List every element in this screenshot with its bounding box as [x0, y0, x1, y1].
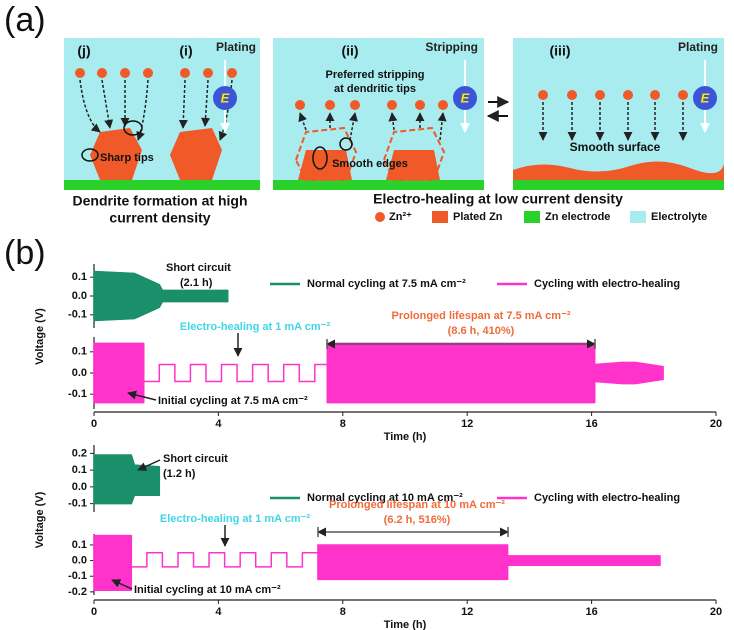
y-tick-label: 0.0: [72, 554, 87, 566]
annotation: Initial cycling at 10 mA cm⁻²: [134, 584, 281, 596]
panel-label: (b): [4, 234, 46, 272]
box-mode: Plating: [216, 40, 256, 54]
panel-label: (a): [4, 1, 46, 39]
legend-label: Cycling with electro-healing: [534, 492, 680, 504]
switch-arrows: [486, 96, 510, 122]
note: Preferred stripping: [325, 69, 424, 81]
annotation: (8.6 h, 410%): [448, 325, 515, 337]
annotation: Electro-healing at 1 mA cm⁻²: [180, 321, 331, 333]
legend-label: Plated Zn: [453, 211, 503, 223]
legend-label: Zn²⁺: [389, 211, 412, 223]
voltage-trace: [93, 270, 229, 322]
legend-a: Zn²⁺ Plated Zn Zn electrode Electrolyte: [375, 211, 707, 223]
field-label: E: [701, 90, 710, 105]
legend-label: Zn electrode: [545, 211, 610, 223]
x-tick-label: 20: [710, 418, 722, 430]
x-tick-label: 8: [340, 606, 346, 618]
y-axis-label: Voltage (V): [34, 491, 46, 548]
box-tag: (i): [179, 43, 192, 59]
arrow: [127, 390, 157, 401]
legend-label: Electrolyte: [651, 211, 707, 223]
box-mode: Stripping: [425, 40, 478, 54]
annotation: Initial cycling at 7.5 mA cm⁻²: [158, 395, 308, 407]
annotation: Electro-healing at 1 mA cm⁻²: [160, 513, 311, 525]
annotation: Prolonged lifespan at 10 mA cm⁻²: [329, 499, 505, 511]
arrow: [137, 459, 161, 471]
y-tick-label: 0.1: [72, 464, 87, 476]
y-tick-label: -0.2: [68, 586, 87, 598]
y-tick-label: -0.1: [68, 388, 87, 400]
annotation: Prolonged lifespan at 7.5 mA cm⁻²: [392, 310, 571, 322]
x-tick-label: 12: [461, 418, 473, 430]
y-tick-label: 0.0: [72, 367, 87, 379]
y-tick-label: 0.1: [72, 346, 87, 358]
note: at dendritic tips: [334, 83, 416, 95]
x-tick-label: 8: [340, 418, 346, 430]
voltage-trace: [93, 454, 161, 505]
note: Sharp tips: [100, 152, 154, 164]
legend-label: Normal cycling at 10 mA cm⁻²: [307, 492, 463, 504]
y-tick-label: 0.1: [72, 539, 87, 551]
x-tick-label: 4: [215, 418, 222, 430]
x-tick-label: 16: [585, 418, 597, 430]
caption: Dendrite formation at high: [73, 193, 248, 209]
annotation: (6.2 h, 516%): [384, 514, 451, 526]
field-label: E: [461, 90, 470, 105]
arrow: [111, 579, 133, 590]
annotation: (2.1 h): [180, 277, 213, 289]
x-tick-label: 12: [461, 606, 473, 618]
annotation: Short circuit: [166, 262, 231, 274]
x-axis-label: Time (h): [384, 431, 427, 443]
x-axis-label: Time (h): [384, 619, 427, 630]
x-tick-label: 4: [215, 606, 222, 618]
y-tick-label: -0.1: [68, 570, 87, 582]
y-tick-label: 0.2: [72, 447, 87, 459]
caption: current density: [109, 210, 210, 226]
box-tag: (ii): [341, 43, 358, 59]
y-tick-label: -0.1: [68, 309, 87, 321]
annotation: (1.2 h): [163, 468, 196, 480]
y-tick-label: 0.0: [72, 290, 87, 302]
field-label: E: [221, 90, 230, 105]
y-tick-label: 0.1: [72, 271, 87, 283]
annotation: Short circuit: [163, 453, 228, 465]
legend-label: Cycling with electro-healing: [534, 278, 680, 290]
box-1: E (j) (i) Plating Sharp tips: [64, 38, 260, 190]
x-tick-label: 20: [710, 606, 722, 618]
box-tag: (iii): [550, 43, 571, 59]
voltage-trace: [93, 534, 661, 592]
box-tag: (j): [77, 43, 90, 59]
box-3: E (iii) Plating Smooth surface: [513, 38, 724, 190]
box-2: E (ii) Stripping Preferred stripping at …: [273, 38, 484, 190]
caption: Electro-healing at low current density: [373, 191, 623, 207]
x-tick-label: 0: [91, 418, 97, 430]
x-tick-label: 16: [585, 606, 597, 618]
box-mode: Plating: [678, 40, 718, 54]
y-axis-label: Voltage (V): [34, 308, 46, 365]
y-tick-label: 0.0: [72, 481, 87, 493]
note: Smooth edges: [332, 158, 408, 170]
x-tick-label: 0: [91, 606, 97, 618]
voltage-trace: [93, 342, 664, 404]
note: Smooth surface: [570, 140, 661, 154]
legend-label: Normal cycling at 7.5 mA cm⁻²: [307, 278, 466, 290]
y-tick-label: -0.1: [68, 498, 87, 510]
